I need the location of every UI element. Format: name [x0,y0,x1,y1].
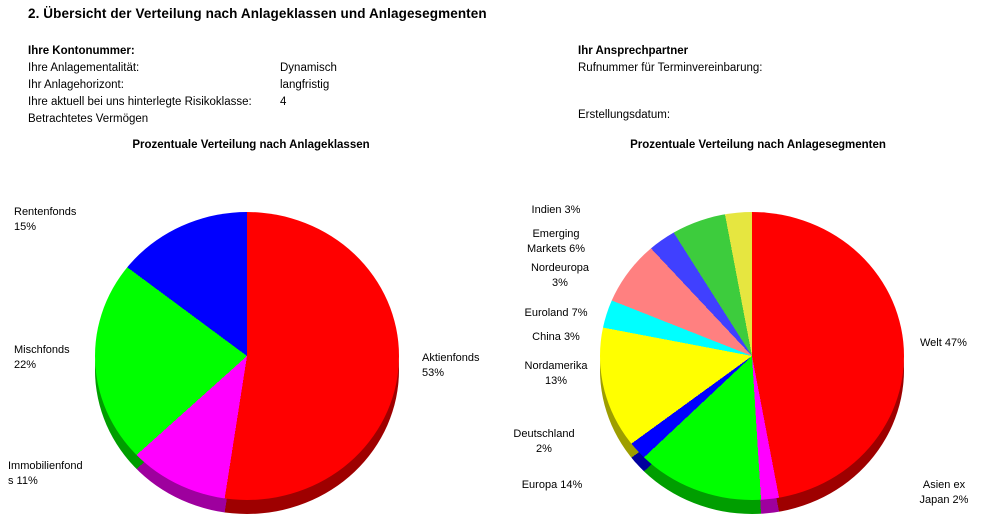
phone-label: Rufnummer für Terminvereinbarung: [578,62,763,74]
right-chart-title: Prozentuale Verteilung nach Anlagesegmen… [630,139,886,151]
label-asien-ex-japan: Asien ex Japan 2% [919,479,969,506]
label-emerging-markets: Emerging Markets 6% [526,228,586,255]
page-title: 2. Übersicht der Verteilung nach Anlagek… [28,6,487,21]
pie-chart-anlagesegmente [600,212,904,516]
label-aktienfonds: Aktienfonds 53% [422,352,480,379]
assets-label: Betrachtetes Vermögen [28,113,149,125]
horizon-value: langfristig [280,79,330,91]
horizon-label: Ihr Anlagehorizont: [28,79,124,91]
label-nordeuropa: Nordeuropa 3% [530,262,590,289]
label-deutschland: Deutschland 2% [513,428,575,455]
left-chart-title: Prozentuale Verteilung nach Anlageklasse… [132,139,370,151]
label-immobilienfonds: Immobilienfond s 11% [8,460,83,487]
label-china: China 3% [532,331,580,343]
label-mischfonds: Mischfonds 22% [14,344,70,371]
advisor-heading: Ihr Ansprechpartner [578,45,689,57]
label-europa: Europa 14% [521,479,583,491]
pie-face [95,212,399,500]
label-indien: Indien 3% [531,204,581,216]
label-euroland: Euroland 7% [524,307,588,319]
riskclass-label: Ihre aktuell bei uns hinterlegte Risikok… [28,96,252,108]
label-welt: Welt 47% [920,337,967,349]
creation-date-label: Erstellungsdatum: [578,109,671,121]
account-number-label: Ihre Kontonummer: [28,45,135,57]
riskclass-value: 4 [280,96,287,108]
pie-face [600,212,904,500]
label-rentenfonds: Rentenfonds 15% [14,206,77,233]
pie-chart-anlageklassen [95,212,399,516]
label-nordamerika: Nordamerika 13% [524,360,588,387]
mentality-label: Ihre Anlagementalität: [28,62,140,74]
mentality-value: Dynamisch [280,62,337,74]
